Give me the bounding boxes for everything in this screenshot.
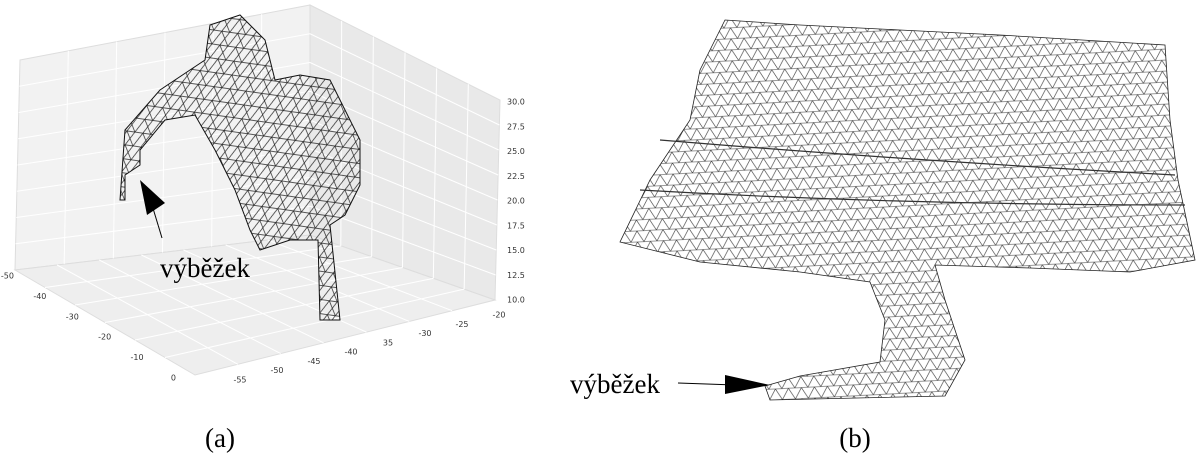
x-tick-label: -20 <box>98 333 111 342</box>
x-tick-label: -30 <box>66 312 79 321</box>
annotation: výběžek <box>160 253 250 283</box>
y-tick-label: 35 <box>383 338 393 347</box>
x-tick-label: -10 <box>131 353 144 362</box>
z-tick-label: 12.5 <box>507 271 525 280</box>
y-tick-label: -50 <box>270 366 283 375</box>
grid-line <box>44 245 341 288</box>
z-tick-label: 25.0 <box>507 147 525 156</box>
y-tick-label: -25 <box>455 320 468 329</box>
grid-line <box>309 62 499 151</box>
mesh-flat <box>619 19 1196 401</box>
annotation: výběžek <box>570 369 660 399</box>
mesh-3d <box>119 14 361 321</box>
grid-line <box>309 33 500 126</box>
z-tick-label: 22.5 <box>507 172 525 181</box>
caption: (b) <box>839 423 870 453</box>
grid-line <box>134 277 434 341</box>
y-tick-label: -30 <box>418 329 431 338</box>
z-tick-label: 20.0 <box>507 197 525 206</box>
y-tick-label: -45 <box>307 357 320 366</box>
y-tick-label: -55 <box>233 376 246 385</box>
z-tick-label: 15.0 <box>507 246 525 255</box>
arrow-head <box>725 375 770 394</box>
z-tick-label: 17.5 <box>507 221 525 230</box>
z-tick-label: 27.5 <box>507 122 525 131</box>
z-tick-label: 30.0 <box>507 98 525 107</box>
caption: (a) <box>205 423 235 453</box>
x-tick-label: -40 <box>33 292 46 301</box>
y-tick-label: -40 <box>344 348 357 357</box>
arrow-head <box>140 180 165 215</box>
grid-line <box>164 288 465 358</box>
x-tick-label: 0 <box>171 374 176 383</box>
z-tick-label: 10.0 <box>507 296 525 305</box>
grid-line <box>104 267 403 323</box>
mesh-fold <box>639 139 1186 206</box>
x-tick-label: -50 <box>1 272 14 281</box>
y-tick-label: -20 <box>492 311 505 320</box>
